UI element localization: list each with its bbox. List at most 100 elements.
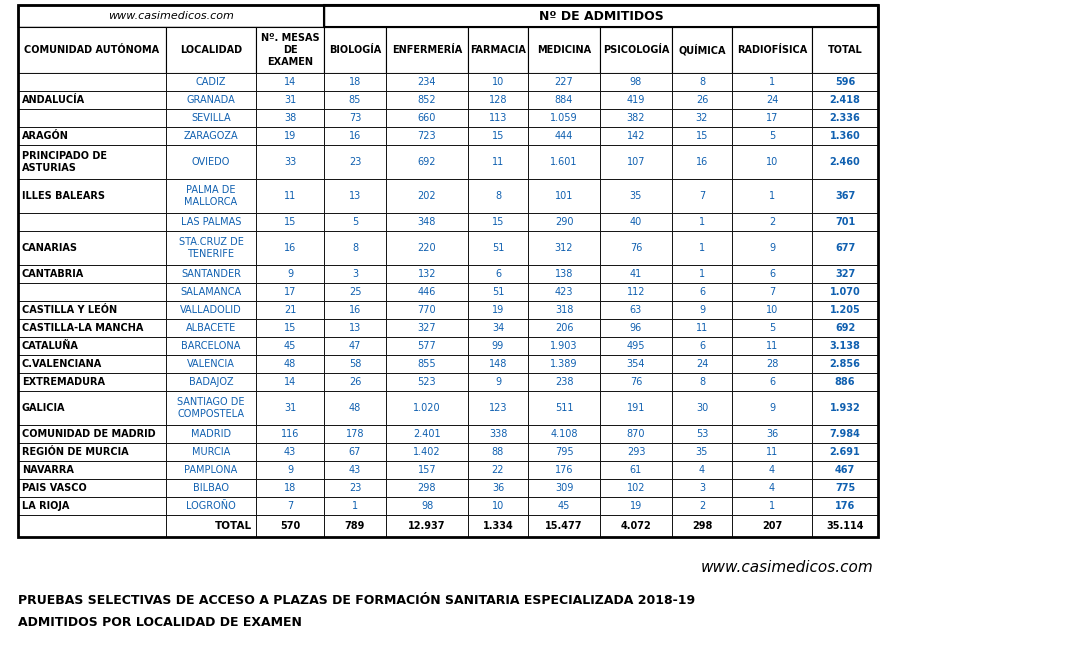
Bar: [468, 373, 528, 391]
Text: 19: 19: [629, 501, 642, 511]
Bar: [672, 213, 732, 231]
Text: 354: 354: [627, 359, 646, 369]
Text: PRINCIPADO DE
ASTURIAS: PRINCIPADO DE ASTURIAS: [22, 151, 107, 173]
Bar: [732, 391, 812, 425]
Text: 3: 3: [699, 483, 705, 493]
Bar: [812, 443, 878, 461]
Text: 2.418: 2.418: [829, 95, 861, 105]
Text: 138: 138: [554, 269, 573, 279]
Text: REGIÓN DE MURCIA: REGIÓN DE MURCIA: [22, 447, 128, 457]
Bar: [732, 497, 812, 515]
Bar: [166, 179, 257, 213]
Text: 596: 596: [835, 77, 855, 87]
Bar: [257, 337, 324, 355]
Bar: [18, 479, 166, 497]
Text: 24: 24: [766, 95, 778, 105]
Text: 43: 43: [349, 465, 361, 475]
Text: 3.138: 3.138: [829, 341, 861, 351]
Text: 8: 8: [495, 191, 501, 201]
Bar: [812, 515, 878, 537]
Bar: [257, 515, 324, 537]
Text: 98: 98: [421, 501, 433, 511]
Text: 677: 677: [835, 243, 855, 253]
Text: 7: 7: [769, 287, 775, 297]
Text: 123: 123: [489, 403, 508, 413]
Text: 446: 446: [417, 287, 436, 297]
Text: 9: 9: [287, 269, 293, 279]
Text: ALBACETE: ALBACETE: [186, 323, 236, 333]
Bar: [468, 91, 528, 109]
Text: 7: 7: [699, 191, 705, 201]
Bar: [812, 425, 878, 443]
Bar: [18, 109, 166, 127]
Text: 338: 338: [489, 429, 508, 439]
Bar: [166, 443, 257, 461]
Bar: [528, 265, 600, 283]
Bar: [812, 373, 878, 391]
Text: SANTIAGO DE
COMPOSTELA: SANTIAGO DE COMPOSTELA: [177, 397, 245, 419]
Bar: [18, 425, 166, 443]
Text: 23: 23: [349, 483, 361, 493]
Bar: [18, 373, 166, 391]
Text: 10: 10: [492, 501, 504, 511]
Text: 298: 298: [417, 483, 436, 493]
Text: 15.477: 15.477: [546, 521, 583, 531]
Text: 6: 6: [699, 341, 705, 351]
Bar: [324, 127, 386, 145]
Text: 9: 9: [769, 243, 775, 253]
Text: 207: 207: [762, 521, 783, 531]
Bar: [18, 5, 878, 537]
Bar: [528, 515, 600, 537]
Text: ZARAGOZA: ZARAGOZA: [184, 131, 238, 141]
Bar: [812, 145, 878, 179]
Bar: [600, 179, 672, 213]
Text: Nº. MESAS
DE
EXAMEN: Nº. MESAS DE EXAMEN: [261, 34, 320, 66]
Bar: [672, 479, 732, 497]
Bar: [528, 461, 600, 479]
Text: 234: 234: [417, 77, 436, 87]
Bar: [812, 109, 878, 127]
Bar: [812, 27, 878, 73]
Text: 157: 157: [417, 465, 436, 475]
Text: 112: 112: [627, 287, 646, 297]
Text: ARAGÓN: ARAGÓN: [22, 131, 68, 141]
Bar: [672, 27, 732, 73]
Text: 5: 5: [769, 131, 775, 141]
Bar: [812, 265, 878, 283]
Text: 220: 220: [417, 243, 436, 253]
Text: 202: 202: [417, 191, 436, 201]
Text: 10: 10: [492, 77, 504, 87]
Bar: [672, 265, 732, 283]
Bar: [600, 425, 672, 443]
Bar: [166, 319, 257, 337]
Bar: [812, 355, 878, 373]
Text: 511: 511: [554, 403, 573, 413]
Text: 1.402: 1.402: [413, 447, 441, 457]
Text: 4: 4: [769, 483, 775, 493]
Text: ILLES BALEARS: ILLES BALEARS: [22, 191, 105, 201]
Text: 692: 692: [835, 323, 855, 333]
Bar: [600, 265, 672, 283]
Text: 19: 19: [492, 305, 504, 315]
Text: 30: 30: [696, 403, 708, 413]
Text: 176: 176: [554, 465, 573, 475]
Bar: [672, 109, 732, 127]
Text: 58: 58: [349, 359, 361, 369]
Text: 178: 178: [346, 429, 364, 439]
Text: 10: 10: [766, 157, 778, 167]
Bar: [468, 461, 528, 479]
Bar: [324, 461, 386, 479]
Text: 16: 16: [284, 243, 296, 253]
Bar: [468, 231, 528, 265]
Bar: [324, 27, 386, 73]
Text: 51: 51: [491, 287, 504, 297]
Bar: [324, 479, 386, 497]
Bar: [468, 27, 528, 73]
Text: 43: 43: [284, 447, 296, 457]
Bar: [732, 145, 812, 179]
Text: 15: 15: [491, 217, 504, 227]
Bar: [672, 231, 732, 265]
Text: VALENCIA: VALENCIA: [187, 359, 235, 369]
Bar: [528, 337, 600, 355]
Bar: [600, 73, 672, 91]
